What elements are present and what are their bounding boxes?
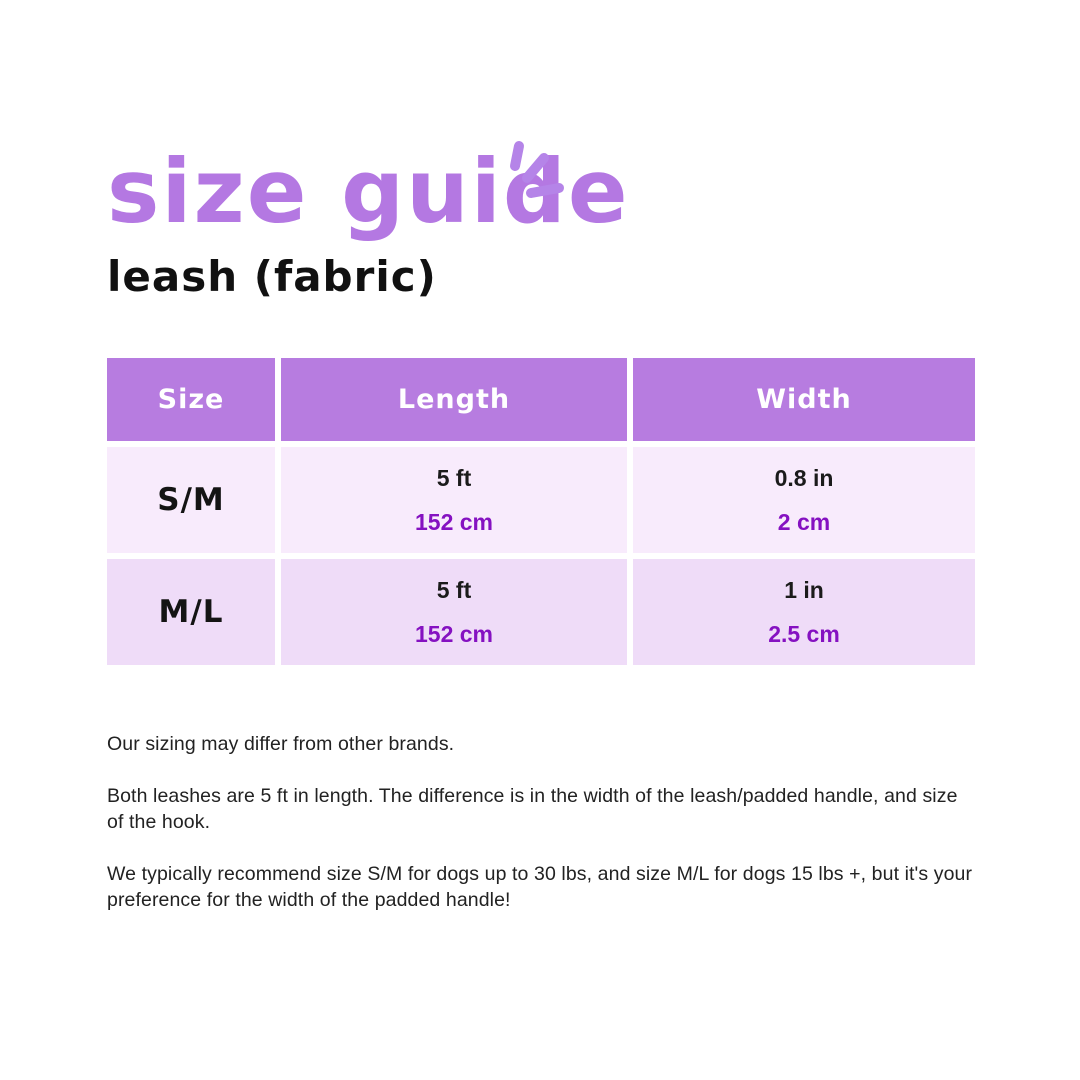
sm-length-metric: 152 cm — [414, 508, 493, 535]
size-label-ml: M/L — [158, 594, 224, 631]
page-subtitle: leash (fabric) — [107, 252, 437, 301]
sm-width-metric: 2 cm — [777, 508, 831, 535]
size-table: Size Length Width S/M 5 ft 152 cm 0.8 in… — [107, 358, 975, 666]
sm-length-imperial: 5 ft — [436, 464, 472, 491]
sparkle-icon — [497, 140, 567, 210]
table-row-ml-width-cell: 1 in 2.5 cm — [633, 559, 975, 666]
column-header-size-label: Size — [157, 384, 225, 416]
note-size-recommendation: We typically recommend size S/M for dogs… — [107, 863, 973, 912]
title-block: size guide leash (fabric) — [107, 141, 975, 301]
size-guide-page: size guide leash (fabric) Size Length Wi… — [107, 141, 975, 913]
note-sizing-differs: Our sizing may differ from other brands. — [107, 733, 455, 756]
table-row-sm-width-cell: 0.8 in 2 cm — [633, 447, 975, 554]
column-header-width-label: Width — [756, 384, 852, 416]
table-row-ml-size-cell: M/L — [107, 559, 275, 666]
table-row-sm-length-cell: 5 ft 152 cm — [281, 447, 627, 554]
table-row-ml-length-cell: 5 ft 152 cm — [281, 559, 627, 666]
table-row-sm-size-cell: S/M — [107, 447, 275, 554]
sizing-notes: Our sizing may differ from other brands.… — [107, 731, 975, 913]
column-header-width: Width — [633, 358, 975, 442]
ml-length-imperial: 5 ft — [436, 576, 472, 603]
size-label-sm: S/M — [157, 482, 225, 519]
ml-width-metric: 2.5 cm — [768, 620, 840, 647]
sm-width-imperial: 0.8 in — [774, 464, 834, 491]
ml-width-imperial: 1 in — [784, 576, 824, 603]
column-header-length-label: Length — [397, 384, 511, 416]
column-header-length: Length — [281, 358, 627, 442]
note-length-difference: Both leashes are 5 ft in length. The dif… — [107, 785, 958, 834]
ml-length-metric: 152 cm — [414, 620, 493, 647]
column-header-size: Size — [107, 358, 275, 442]
